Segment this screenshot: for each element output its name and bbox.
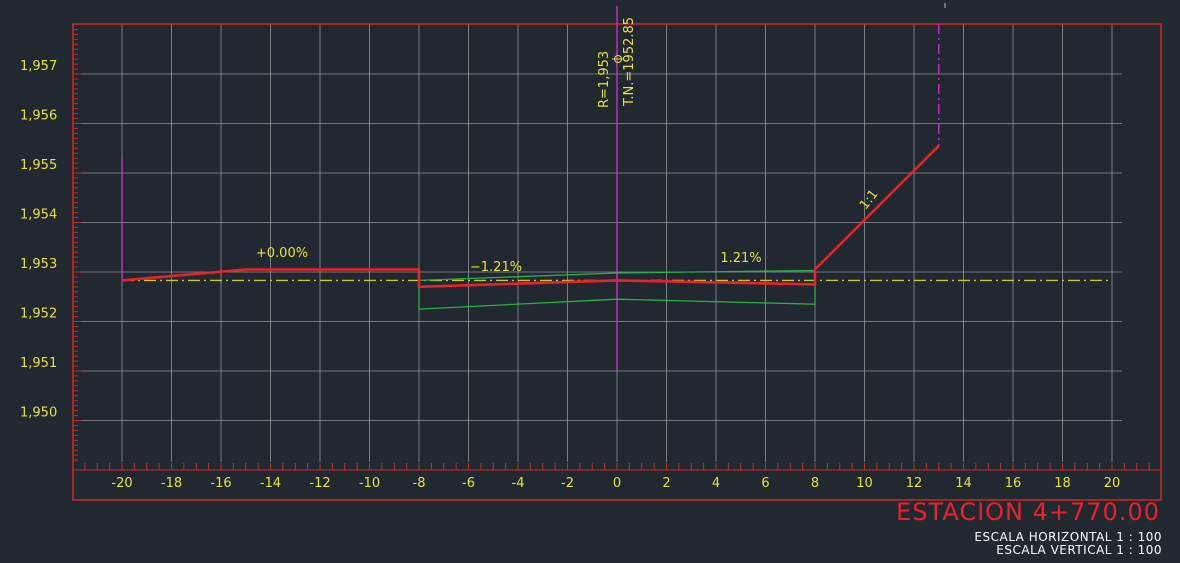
x-tick-label: -4: [512, 476, 525, 491]
y-tick-label: 1,956: [20, 109, 57, 124]
x-tick-label: 2: [662, 476, 670, 491]
x-axis-labels: -20 -18 -16 -14 -12 -10 -8 -6 -4 -2 0 2 4 6 8 10 12 14 16 1…: [111, 476, 1120, 491]
slope-label-right: 1.21%: [720, 251, 761, 266]
tick-ruler: [73, 28, 1161, 471]
x-tick-label: 16: [1005, 476, 1022, 491]
x-tick-label: -20: [111, 476, 132, 491]
centerline-ground-label: T.N.=1952.85: [622, 17, 637, 107]
x-tick-label: -16: [210, 476, 231, 491]
y-tick-label: 1,951: [20, 356, 57, 371]
y-tick-label: 1,955: [20, 158, 57, 173]
design-profile-line: [121, 144, 940, 289]
vertical-scale-note: ESCALA VERTICAL 1 : 100: [996, 543, 1162, 557]
slope-label-left: +0.00%: [256, 246, 308, 261]
y-axis-labels: 1,957 1,956 1,955 1,954 1,953 1,952 1,951 1,950: [20, 59, 57, 421]
y-tick-label: 1,957: [20, 59, 57, 74]
x-tick-label: 18: [1054, 476, 1071, 491]
pavement-section-line: [418, 269, 816, 310]
x-tick-label: 12: [906, 476, 923, 491]
y-tick-label: 1,954: [20, 208, 57, 223]
x-tick-label: -2: [561, 476, 574, 491]
x-tick-label: -14: [260, 476, 281, 491]
station-title: ESTACION 4+770.00: [896, 498, 1160, 526]
x-tick-label: 0: [613, 476, 621, 491]
vertical-markers: [121, 6, 940, 371]
y-tick-label: 1,950: [20, 406, 57, 421]
x-tick-label: 20: [1104, 476, 1121, 491]
x-tick-label: -8: [413, 476, 426, 491]
x-tick-label: 4: [712, 476, 720, 491]
y-tick-label: 1,952: [20, 307, 57, 322]
profile-series: [121, 144, 1112, 310]
x-tick-label: -10: [359, 476, 380, 491]
centerline-elevation-label: R=1,953: [597, 51, 612, 108]
x-tick-label: 6: [761, 476, 769, 491]
horizontal-scale-note: ESCALA HORIZONTAL 1 : 100: [974, 530, 1162, 544]
x-tick-label: -12: [309, 476, 330, 491]
centerline-symbol: [612, 55, 624, 63]
y-tick-label: 1,953: [20, 257, 57, 272]
slope-label-mid: −1.21%: [470, 260, 522, 275]
grid-lines: [78, 24, 1122, 462]
x-tick-label: 10: [856, 476, 873, 491]
x-tick-label: -6: [462, 476, 475, 491]
x-tick-label: 8: [811, 476, 819, 491]
x-tick-label: 14: [955, 476, 972, 491]
x-tick-label: -18: [161, 476, 182, 491]
